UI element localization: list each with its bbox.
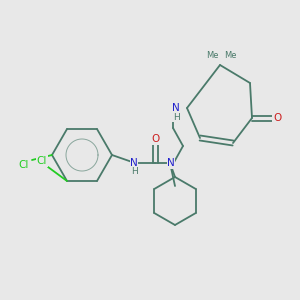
- Text: Me: Me: [206, 50, 218, 59]
- Text: Cl: Cl: [19, 160, 29, 170]
- Text: Cl: Cl: [37, 156, 47, 166]
- Text: H: H: [130, 167, 137, 176]
- Text: O: O: [151, 134, 159, 144]
- Text: Me: Me: [224, 50, 236, 59]
- Text: N: N: [172, 103, 180, 113]
- Text: N: N: [130, 158, 138, 168]
- Text: O: O: [273, 113, 281, 123]
- Text: N: N: [167, 158, 175, 168]
- Text: H: H: [172, 112, 179, 122]
